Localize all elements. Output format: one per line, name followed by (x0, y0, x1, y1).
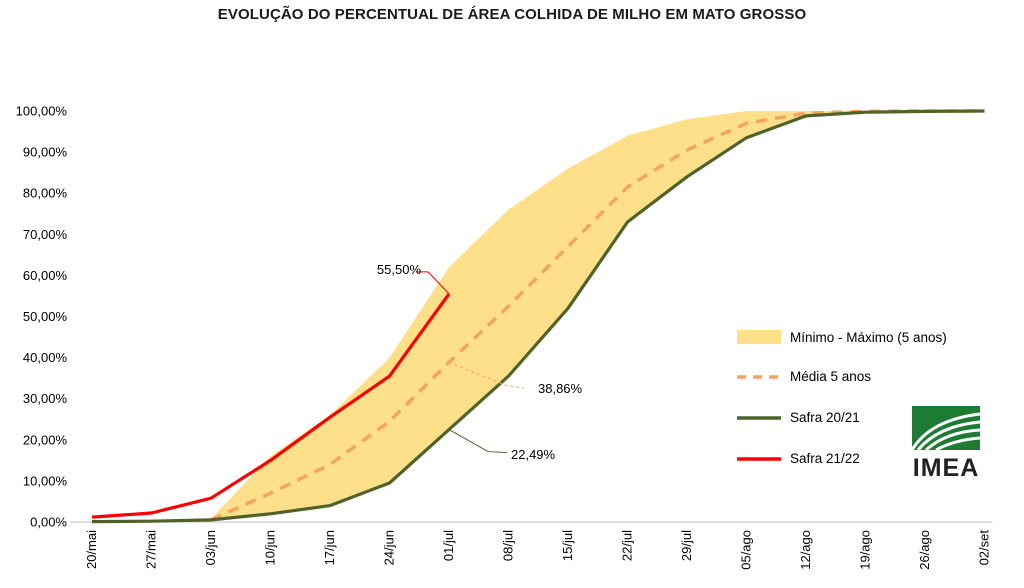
y-tick-label: 80,00% (23, 186, 68, 201)
x-tick-label: 01/jul (441, 530, 456, 561)
y-tick-label: 90,00% (23, 145, 68, 160)
y-tick-label: 40,00% (23, 350, 68, 365)
x-tick-label: 27/mai (144, 530, 159, 569)
legend-label: Safra 21/22 (790, 451, 860, 466)
annotation-leader (416, 271, 450, 295)
series-line-safra-20-21 (91, 109, 985, 524)
x-tick-label: 05/ago (739, 530, 754, 570)
y-tick-label: 70,00% (23, 227, 68, 242)
annotation-leader (448, 429, 508, 454)
annotation-layer: 55,50% 38,86% 22,49% (377, 262, 583, 462)
legend-label: Média 5 anos (790, 369, 871, 384)
annotation-leader (448, 361, 525, 389)
band-min-max (211, 111, 985, 521)
x-tick-label: 08/jul (501, 530, 516, 561)
x-tick-label: 19/ago (858, 530, 873, 570)
chart-title: EVOLUÇÃO DO PERCENTUAL DE ÁREA COLHIDA D… (217, 6, 807, 23)
series-layer (91, 109, 985, 524)
data-label: 55,50% (377, 262, 422, 277)
x-tick-label: 22/jul (620, 530, 635, 561)
x-tick-label: 15/jul (560, 530, 575, 561)
legend-label: Mínimo - Máximo (5 anos) (790, 330, 947, 345)
y-tick-label: 60,00% (23, 268, 68, 283)
logo-text: IMEA (913, 454, 980, 482)
imea-logo: IMEA (910, 406, 981, 482)
x-tick-label: 24/jun (382, 530, 397, 565)
y-tick-label: 10,00% (23, 473, 68, 488)
data-label: 38,86% (538, 381, 583, 396)
x-tick-label: 02/set (977, 530, 992, 566)
band-layer (211, 111, 985, 521)
data-label: 22,49% (511, 447, 556, 462)
x-tick-label: 12/ago (798, 530, 813, 570)
y-tick-label: 0,00% (30, 515, 67, 530)
y-tick-label: 50,00% (23, 309, 68, 324)
legend-label: Safra 20/21 (790, 410, 860, 425)
x-tick-label: 20/mai (84, 530, 99, 569)
series-line-safra-21-22 (91, 292, 451, 519)
legend-swatch-band (737, 330, 781, 344)
y-tick-label: 100,00% (16, 104, 68, 119)
x-tick-label: 03/jun (203, 530, 218, 565)
x-tick-label: 17/jun (322, 530, 337, 565)
axis-layer: 0,00% 10,00% 20,00% 30,00% 40,00% 50,00% 60,00… (16, 104, 993, 570)
legend: Mínimo - Máximo (5 anos) Média 5 anos Safr… (737, 330, 947, 466)
x-tick-label: 26/ago (917, 530, 932, 570)
x-tick-label: 29/jul (679, 530, 694, 561)
x-tick-label: 10/jun (263, 530, 278, 565)
y-tick-label: 20,00% (23, 432, 68, 447)
y-tick-label: 30,00% (23, 391, 68, 406)
